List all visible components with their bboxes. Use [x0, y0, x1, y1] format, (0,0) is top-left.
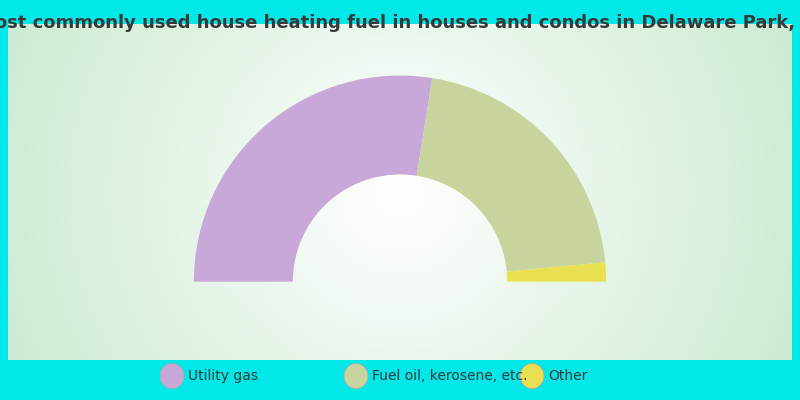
Text: Fuel oil, kerosene, etc.: Fuel oil, kerosene, etc. [372, 369, 527, 383]
Text: Other: Other [548, 369, 587, 383]
Ellipse shape [520, 364, 544, 389]
Wedge shape [194, 76, 432, 282]
Ellipse shape [344, 364, 368, 389]
Wedge shape [506, 262, 606, 282]
Wedge shape [417, 78, 606, 272]
Ellipse shape [160, 364, 184, 389]
Text: Most commonly used house heating fuel in houses and condos in Delaware Park, NJ: Most commonly used house heating fuel in… [0, 14, 800, 32]
Text: Utility gas: Utility gas [188, 369, 258, 383]
